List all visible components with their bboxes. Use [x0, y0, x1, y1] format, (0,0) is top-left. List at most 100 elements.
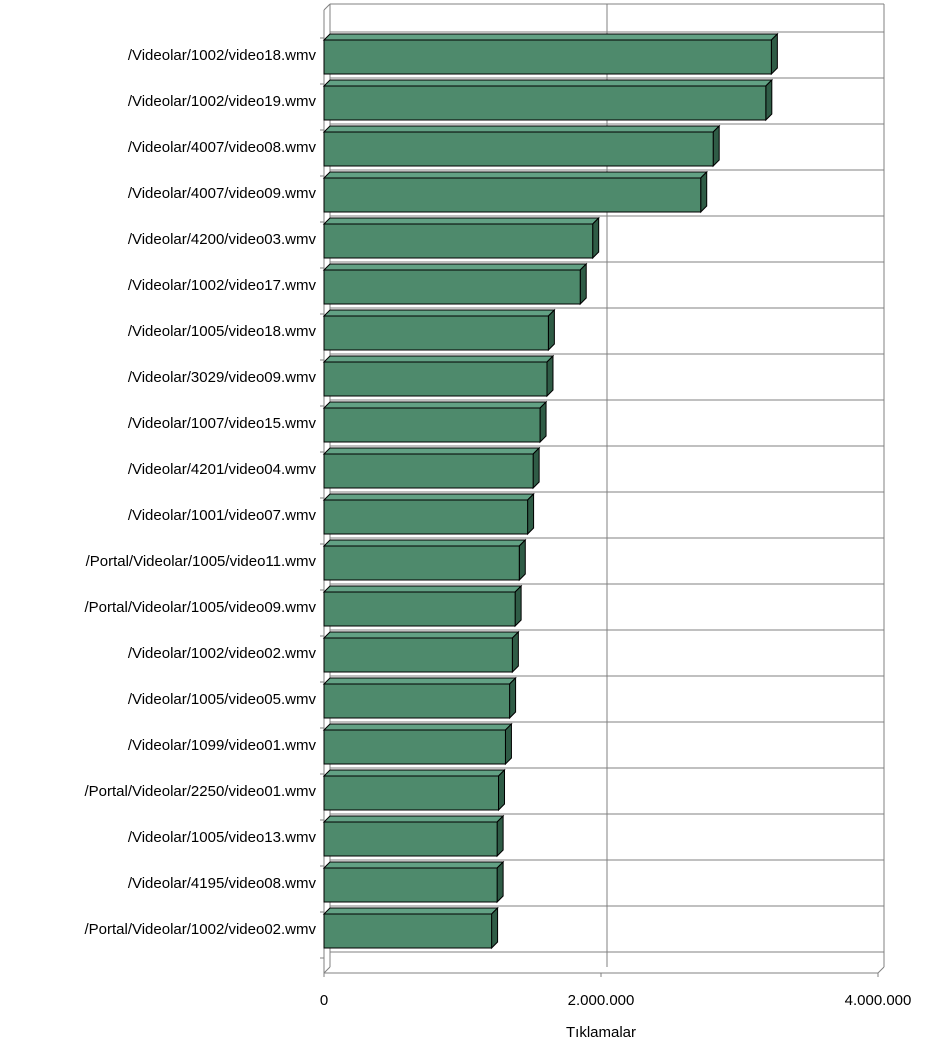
- bar: [322, 814, 505, 858]
- category-label: /Portal/Videolar/2250/video01.wmv: [84, 783, 316, 800]
- bar-front-face: [323, 177, 702, 213]
- bar-front-face: [323, 223, 594, 259]
- category-label: /Videolar/4007/video09.wmv: [128, 185, 317, 202]
- category-label: /Videolar/4201/video04.wmv: [128, 461, 317, 478]
- bar-side-face: [700, 170, 708, 214]
- bar: [322, 492, 535, 536]
- bar-top-face: [322, 171, 708, 179]
- gridlines: [329, 3, 885, 967]
- bar: [322, 78, 774, 122]
- category-label: /Videolar/1002/video18.wmv: [128, 47, 317, 64]
- bar-top-face: [322, 355, 555, 363]
- category-label: /Videolar/1002/video17.wmv: [128, 277, 317, 294]
- bar-top-face: [322, 861, 505, 869]
- bar-side-face: [509, 676, 517, 720]
- bar-front-face: [323, 867, 498, 903]
- bar-front-face: [323, 453, 534, 489]
- bar: [322, 630, 520, 674]
- bar-front-face: [323, 315, 549, 351]
- bar: [322, 768, 506, 812]
- bar: [322, 538, 527, 582]
- x-tick-label: 2.000.000: [568, 992, 635, 1009]
- bar-top-face: [322, 217, 600, 225]
- bar: [322, 446, 541, 490]
- bar-front-face: [323, 729, 506, 765]
- bar-side-face: [592, 216, 600, 260]
- bar-front-face: [323, 131, 714, 167]
- bar-front-face: [323, 775, 500, 811]
- bar-side-face: [496, 814, 504, 858]
- bar-side-face: [539, 400, 547, 444]
- bar-front-face: [323, 591, 516, 627]
- bar: [322, 32, 779, 76]
- bar-side-face: [579, 262, 587, 306]
- bar-side-face: [765, 78, 773, 122]
- bar-top-face: [322, 33, 779, 41]
- bar-side-face: [532, 446, 540, 490]
- bar-top-face: [322, 539, 527, 547]
- category-label: /Videolar/1001/video07.wmv: [128, 507, 317, 524]
- bar-top-face: [322, 769, 506, 777]
- bar-side-face: [770, 32, 778, 76]
- bar-front-face: [323, 407, 541, 443]
- bar-front-face: [323, 85, 767, 121]
- bar-side-face: [514, 584, 522, 628]
- bar: [322, 216, 600, 260]
- bar-top-face: [322, 401, 548, 409]
- bar-top-face: [322, 79, 774, 87]
- category-label: /Portal/Videolar/1002/video02.wmv: [84, 921, 316, 938]
- bar-side-face: [496, 860, 504, 904]
- bar-side-face: [498, 768, 506, 812]
- bar-side-face: [527, 492, 535, 536]
- bar-top-face: [322, 125, 721, 133]
- bar-front-face: [323, 39, 772, 75]
- bar: [322, 722, 513, 766]
- category-label: /Videolar/1099/video01.wmv: [128, 737, 317, 754]
- bar-front-face: [323, 683, 511, 719]
- category-label: /Portal/Videolar/1005/video11.wmv: [86, 553, 317, 570]
- category-label: /Videolar/1005/video05.wmv: [128, 691, 317, 708]
- bar-side-face: [518, 538, 526, 582]
- bar-side-face: [491, 906, 499, 950]
- bar-front-face: [323, 821, 498, 857]
- category-label: /Videolar/4200/video03.wmv: [128, 231, 317, 248]
- category-label: /Videolar/3029/video09.wmv: [128, 369, 317, 386]
- bar-top-face: [322, 585, 523, 593]
- bar-top-face: [322, 907, 499, 915]
- bar-front-face: [323, 545, 520, 581]
- bar: [322, 262, 588, 306]
- category-label: /Videolar/1002/video19.wmv: [128, 93, 317, 110]
- bar-front-face: [323, 499, 529, 535]
- bar: [322, 584, 523, 628]
- bar-side-face: [547, 308, 555, 352]
- x-tick-label: 4.000.000: [845, 992, 912, 1009]
- bar: [322, 676, 517, 720]
- bar: [322, 308, 556, 352]
- x-tick-labels: 0 2.000.000 4.000.000: [320, 992, 912, 1009]
- category-label: /Videolar/1007/video15.wmv: [128, 415, 317, 432]
- y-axis-top-join: [323, 3, 331, 11]
- bar: [322, 170, 708, 214]
- bar-top-face: [322, 309, 556, 317]
- bar: [322, 124, 721, 168]
- category-label: /Videolar/1005/video18.wmv: [128, 323, 317, 340]
- floor-left-join: [323, 966, 331, 974]
- category-label: /Videolar/1002/video02.wmv: [128, 645, 317, 662]
- category-label: /Videolar/4195/video08.wmv: [128, 875, 317, 892]
- bar-front-face: [323, 269, 581, 305]
- bar-side-face: [511, 630, 519, 674]
- bar-side-face: [712, 124, 720, 168]
- bar-front-face: [323, 913, 493, 949]
- bar: [322, 400, 548, 444]
- bar: [322, 860, 505, 904]
- floor-right-join: [877, 966, 885, 974]
- bar-top-face: [322, 631, 520, 639]
- bar-top-face: [322, 723, 513, 731]
- bar-top-face: [322, 263, 588, 271]
- category-label: /Videolar/4007/video08.wmv: [128, 139, 317, 156]
- bar-front-face: [323, 637, 513, 673]
- bar-top-face: [322, 815, 505, 823]
- bar-side-face: [546, 354, 554, 398]
- bar-top-face: [322, 493, 535, 501]
- bar: [322, 354, 555, 398]
